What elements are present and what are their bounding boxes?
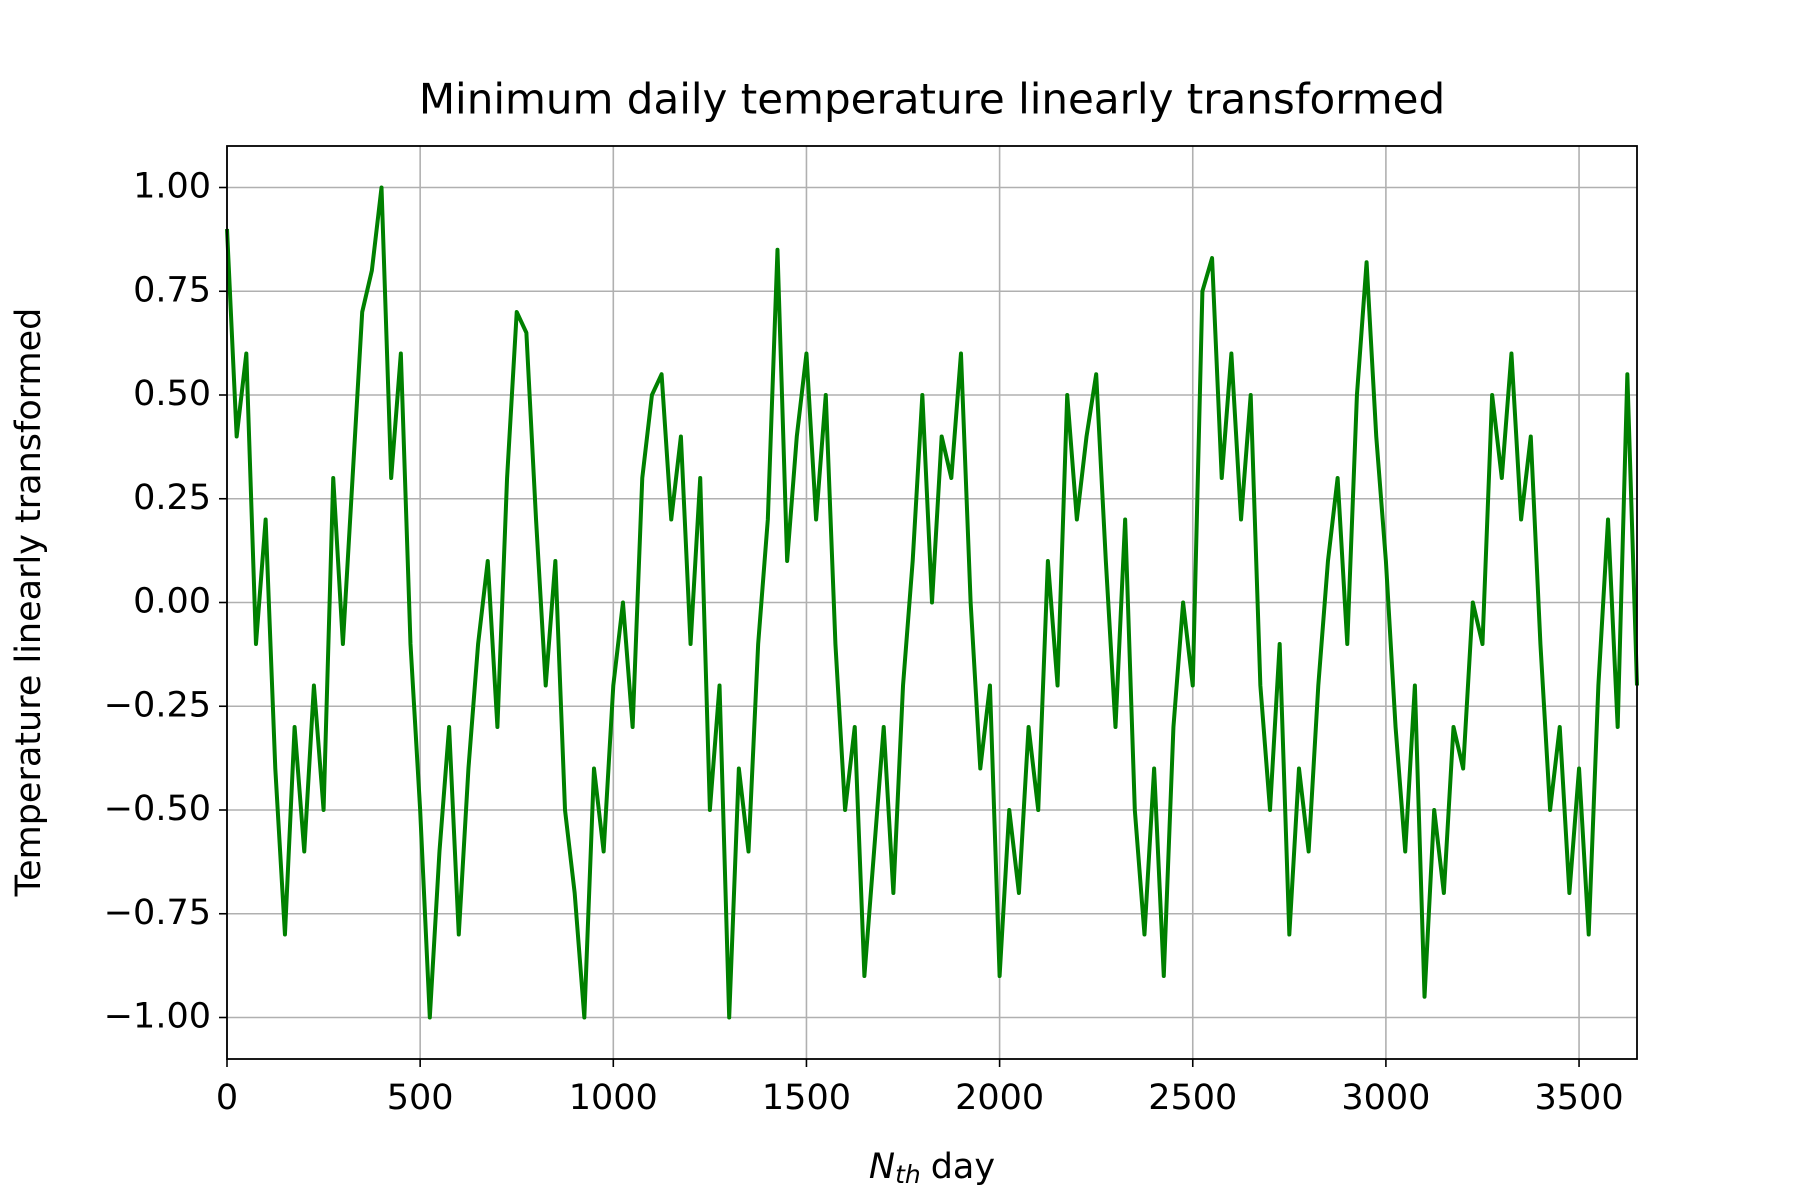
y-tick-label: −0.75 [104,893,211,933]
x-tick-label: 3500 [1535,1078,1624,1118]
x-axis-label: Nth day [869,1147,995,1189]
x-label-symbol: N [869,1147,895,1187]
x-tick-label: 1500 [762,1078,851,1118]
x-tick-label: 2000 [955,1078,1044,1118]
x-label-subscript: th [895,1160,921,1189]
x-tick-label: 3000 [1341,1078,1430,1118]
y-tick-label: 0.75 [133,270,211,310]
x-tick-label: 500 [387,1078,454,1118]
x-tick-label: 1000 [569,1078,658,1118]
y-tick-label: −1.00 [104,997,211,1037]
chart-title: Minimum daily temperature linearly trans… [419,75,1445,124]
y-tick-label: 1.00 [133,167,211,207]
y-axis-label: Temperature linearly transformed [9,308,49,898]
y-tick-label: 0.00 [133,582,211,622]
y-tick-label: −0.25 [104,685,211,725]
y-tick-label: −0.50 [104,789,211,829]
x-tick-label: 0 [216,1078,238,1118]
x-tick-label: 2500 [1148,1078,1237,1118]
x-label-text: day [931,1147,995,1187]
y-tick-label: 0.25 [133,478,211,518]
data-line [225,185,1639,1020]
y-tick-label: 0.50 [133,374,211,414]
